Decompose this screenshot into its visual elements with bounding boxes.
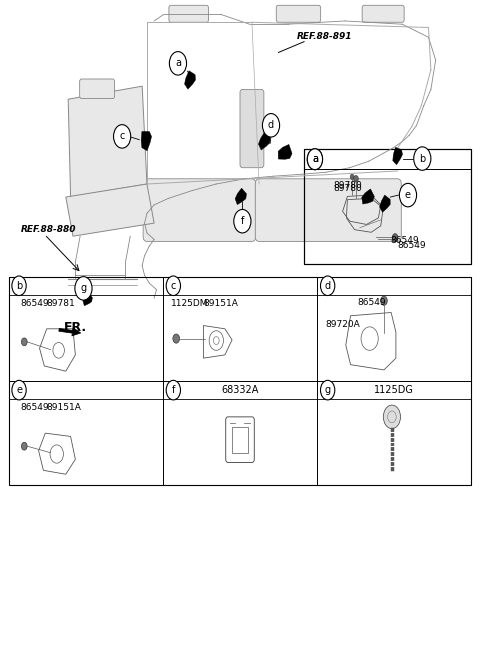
- Text: c: c: [120, 132, 125, 141]
- FancyBboxPatch shape: [80, 79, 115, 98]
- Polygon shape: [83, 293, 92, 306]
- Text: g: g: [81, 284, 86, 293]
- Circle shape: [169, 52, 187, 75]
- Circle shape: [234, 210, 251, 233]
- Polygon shape: [380, 195, 390, 212]
- Text: REF.88-880: REF.88-880: [21, 225, 76, 234]
- Circle shape: [166, 276, 180, 295]
- FancyBboxPatch shape: [240, 90, 264, 168]
- Text: 86549: 86549: [21, 299, 49, 308]
- FancyBboxPatch shape: [362, 5, 404, 22]
- Text: d: d: [268, 121, 274, 130]
- Circle shape: [354, 176, 359, 182]
- FancyBboxPatch shape: [143, 179, 256, 242]
- Text: 89151A: 89151A: [204, 299, 238, 308]
- Polygon shape: [68, 86, 147, 197]
- Text: f: f: [240, 216, 244, 226]
- Polygon shape: [141, 132, 152, 151]
- Polygon shape: [258, 132, 270, 150]
- Text: a: a: [175, 58, 181, 68]
- Text: 86549: 86549: [390, 236, 419, 245]
- Text: 68332A: 68332A: [221, 385, 259, 395]
- Bar: [9, 276, 471, 485]
- Text: b: b: [419, 153, 425, 164]
- Polygon shape: [184, 71, 195, 89]
- Polygon shape: [235, 188, 246, 204]
- Text: d: d: [324, 281, 331, 291]
- Circle shape: [173, 334, 180, 343]
- Text: c: c: [171, 281, 176, 291]
- Circle shape: [321, 276, 335, 295]
- Text: e: e: [16, 385, 22, 395]
- Circle shape: [384, 405, 400, 428]
- Circle shape: [166, 381, 180, 400]
- FancyBboxPatch shape: [169, 5, 208, 22]
- Text: a: a: [312, 154, 318, 164]
- Bar: [304, 149, 471, 263]
- Circle shape: [307, 149, 323, 170]
- Text: 86549: 86549: [397, 241, 426, 250]
- Text: REF.88-891: REF.88-891: [297, 32, 353, 41]
- Text: 86549: 86549: [358, 297, 386, 307]
- Circle shape: [392, 234, 398, 242]
- Circle shape: [393, 236, 397, 242]
- Text: a: a: [312, 154, 318, 164]
- Polygon shape: [362, 189, 374, 204]
- Bar: [304, 149, 471, 263]
- FancyArrowPatch shape: [59, 328, 81, 336]
- Polygon shape: [278, 145, 292, 159]
- Circle shape: [414, 147, 431, 170]
- FancyBboxPatch shape: [255, 179, 401, 242]
- Polygon shape: [393, 147, 403, 165]
- Text: e: e: [405, 190, 411, 200]
- Text: 89780: 89780: [333, 184, 362, 193]
- Text: 89720A: 89720A: [326, 320, 360, 329]
- Text: b: b: [16, 281, 22, 291]
- Text: f: f: [172, 385, 175, 395]
- Circle shape: [22, 338, 27, 346]
- Circle shape: [114, 124, 131, 148]
- Circle shape: [350, 174, 354, 179]
- Circle shape: [12, 276, 26, 295]
- Circle shape: [263, 113, 280, 137]
- Text: 1125DM: 1125DM: [171, 299, 209, 308]
- Text: 89151A: 89151A: [47, 403, 82, 412]
- Text: 89780: 89780: [333, 181, 362, 190]
- Text: g: g: [324, 385, 331, 395]
- FancyBboxPatch shape: [276, 5, 321, 22]
- Circle shape: [321, 381, 335, 400]
- Circle shape: [381, 296, 387, 305]
- Circle shape: [22, 442, 27, 450]
- Circle shape: [75, 276, 92, 300]
- Text: FR.: FR.: [63, 321, 86, 334]
- Circle shape: [399, 183, 417, 207]
- Polygon shape: [66, 184, 154, 236]
- Text: 86549: 86549: [21, 403, 49, 412]
- Text: 1125DG: 1125DG: [374, 385, 414, 395]
- Text: 89781: 89781: [47, 299, 75, 308]
- Circle shape: [307, 149, 323, 170]
- Circle shape: [12, 381, 26, 400]
